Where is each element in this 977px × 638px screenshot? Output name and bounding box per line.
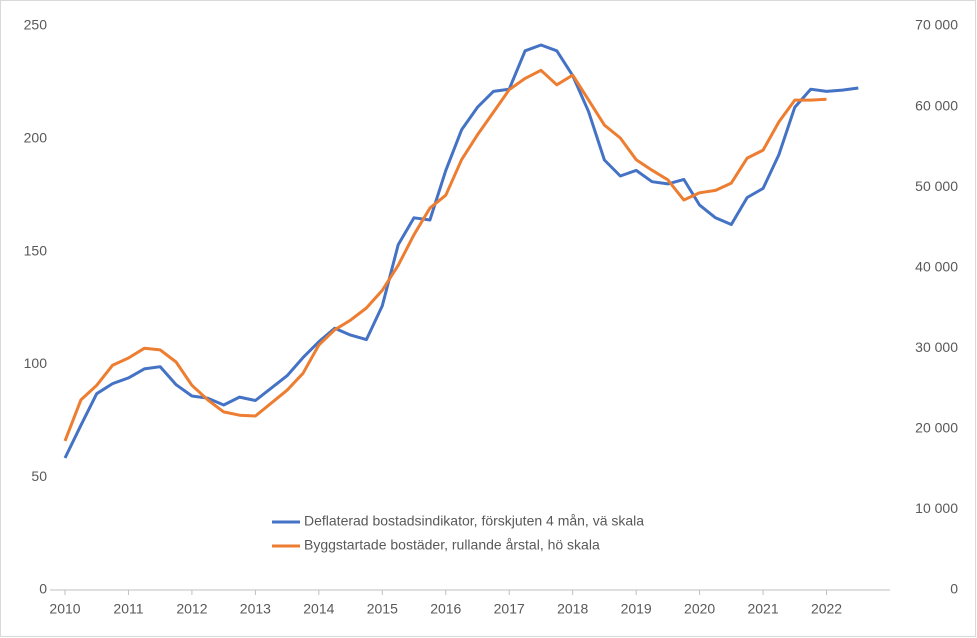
x-tick-label: 2011 [113,601,143,617]
x-tick-label: 2016 [430,601,461,617]
y2-tick-label: 60 000 [915,97,958,113]
y2-tick-label: 20 000 [915,420,958,436]
x-tick-label: 2019 [621,601,652,617]
x-tick-label: 2013 [240,601,271,617]
x-tick-label: 2017 [494,601,525,617]
series-line [63,43,859,459]
legend-label: Deflaterad bostadsindikator, förskjuten … [304,513,644,529]
y-tick-label: 0 [39,581,47,597]
y2-tick-label: 30 000 [915,339,958,355]
legend-label: Byggstartade bostäder, rullande årstal, … [304,537,600,553]
y-tick-label: 50 [31,468,47,484]
y2-tick-label: 10 000 [915,500,958,516]
x-tick-label: 2014 [303,601,334,617]
y-tick-label: 200 [24,130,48,146]
x-tick-label: 2018 [557,601,588,617]
x-tick-label: 2012 [176,601,207,617]
y-tick-label: 100 [24,355,48,371]
y-tick-label: 150 [24,242,48,258]
x-tick-label: 2010 [49,601,80,617]
y2-tick-label: 50 000 [915,178,958,194]
x-tick-label: 2015 [367,601,398,617]
x-tick-label: 2022 [811,601,842,617]
x-tick-label: 2020 [684,601,715,617]
y2-tick-label: 40 000 [915,258,958,274]
y2-tick-label: 0 [950,581,958,597]
y-tick-label: 250 [24,17,48,33]
series-line [63,68,827,442]
x-tick-label: 2021 [747,601,778,617]
y2-tick-label: 70 000 [915,17,958,33]
